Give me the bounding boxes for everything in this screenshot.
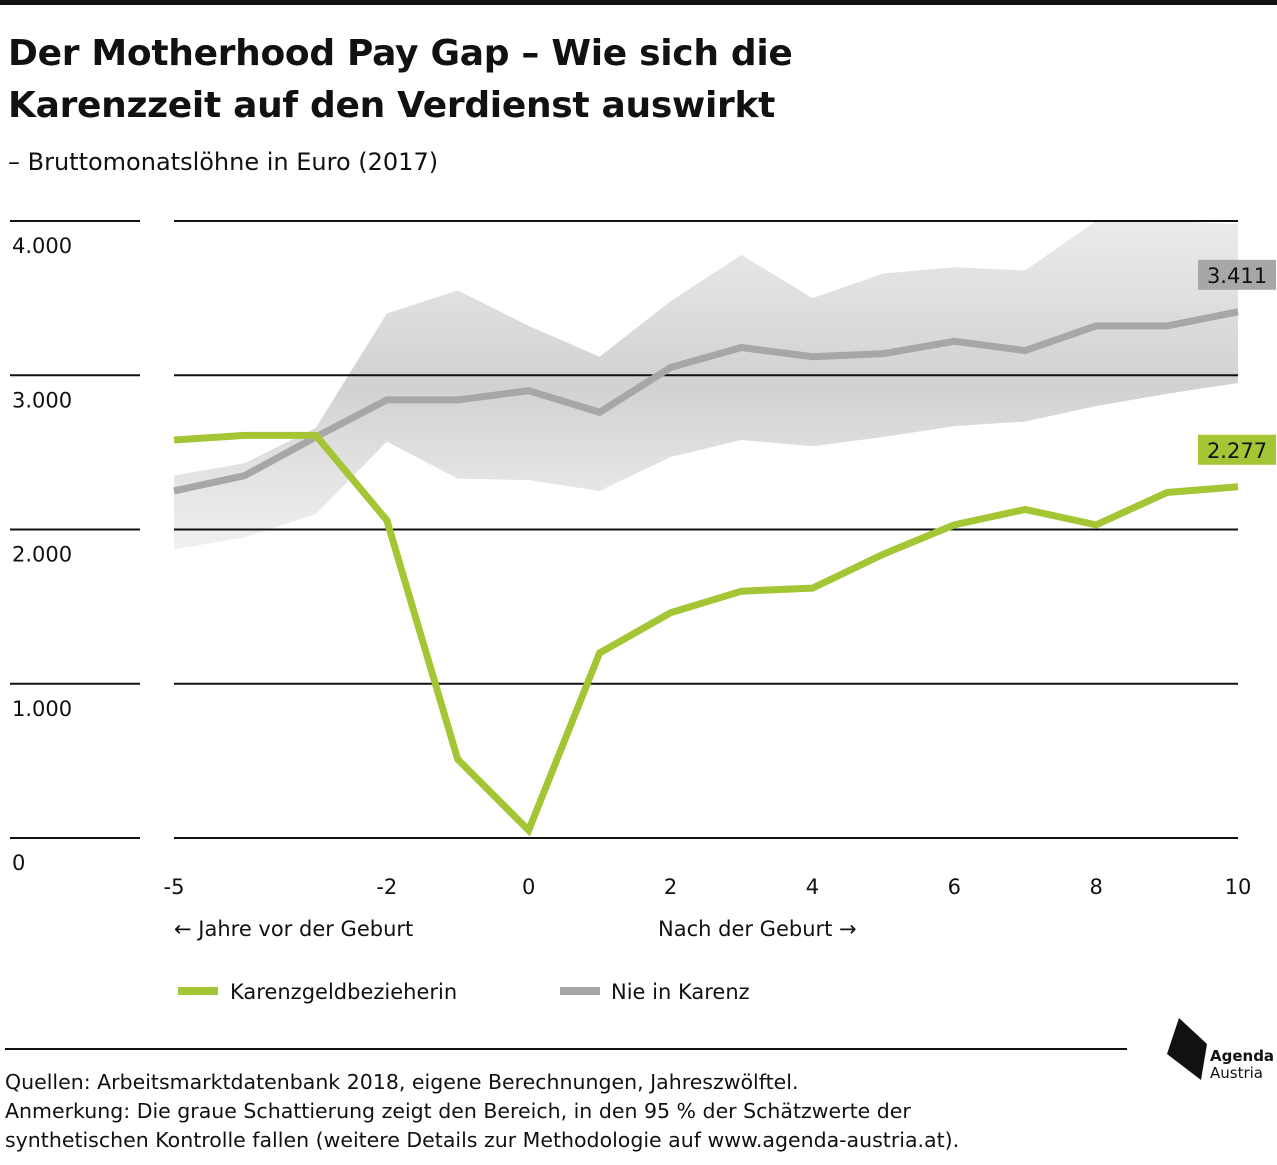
confidence-band-layer — [174, 221, 1238, 550]
series-lines — [173, 308, 1239, 837]
footer-rule — [5, 1048, 1127, 1050]
gridlines — [10, 220, 1238, 839]
logo-mark-icon — [1167, 1018, 1207, 1080]
series-line-karenzgeldbezieherin — [173, 431, 1239, 837]
end-label-value: 2.277 — [1207, 439, 1267, 463]
y-tick-label: 4.000 — [12, 234, 72, 258]
y-tick-label: 2.000 — [12, 543, 72, 567]
logo-line-2: Austria — [1210, 1064, 1263, 1082]
sources-note: Quellen: Arbeitsmarktdatenbank 2018, eig… — [5, 1070, 799, 1094]
chart-title: Der Motherhood Pay Gap – Wie sich die Ka… — [8, 28, 1008, 132]
confidence-band — [174, 221, 1238, 550]
title-line-2: Karenzzeit auf den Verdienst auswirkt — [8, 85, 775, 126]
footnotes: Quellen: Arbeitsmarktdatenbank 2018, eig… — [5, 1068, 1185, 1155]
y-tick-label: 1.000 — [12, 697, 72, 721]
series-line-nie-in-karenz — [173, 308, 1239, 495]
y-tick-label: 0 — [12, 851, 25, 875]
x-tick-label: 0 — [522, 875, 535, 899]
end-label-box — [1198, 434, 1276, 465]
agenda-austria-logo — [1167, 1018, 1207, 1080]
legend-label-karenzgeldbezieherin: Karenzgeldbezieherin — [230, 980, 457, 1004]
chart-subtitle: – Bruttomonatslöhne in Euro (2017) — [8, 148, 439, 176]
x-tick-label: 10 — [1225, 875, 1252, 899]
x-tick-label: 4 — [806, 875, 819, 899]
x-tick-label: -2 — [376, 875, 397, 899]
line-chart: 0 1.000 2.000 3.000 4.000 -5 -2 0 2 4 6 8 10 2.277 3… — [10, 220, 1276, 1004]
end-labels: 2.277 3.411 — [1198, 259, 1276, 465]
end-label-box — [1198, 259, 1276, 290]
x-tick-label: 2 — [664, 875, 677, 899]
y-axis-labels: 0 1.000 2.000 3.000 4.000 — [12, 234, 72, 875]
end-label-value: 3.411 — [1207, 264, 1267, 288]
legend: Karenzgeldbezieherin Nie in Karenz — [178, 980, 750, 1004]
x-tick-label: 8 — [1089, 875, 1102, 899]
x-axis-labels: -5 -2 0 2 4 6 8 10 — [164, 875, 1252, 899]
x-annotation-before-birth: ← Jahre vor der Geburt — [174, 917, 413, 941]
title-line-1: Der Motherhood Pay Gap – Wie sich die — [8, 33, 793, 74]
methodology-note-line-2: synthetischen Kontrolle fallen (weitere … — [5, 1128, 960, 1152]
y-tick-label: 3.000 — [12, 388, 72, 412]
x-tick-label: -5 — [164, 875, 185, 899]
logo-line-1: Agenda — [1210, 1047, 1275, 1065]
logo-wordmark: Agenda Austria — [1210, 1048, 1274, 1082]
x-annotation-after-birth: Nach der Geburt → — [658, 917, 857, 941]
top-rule — [0, 0, 1277, 5]
methodology-note-line-1: Anmerkung: Die graue Schattierung zeigt … — [5, 1099, 911, 1123]
legend-label-nie-in-karenz: Nie in Karenz — [611, 980, 750, 1004]
x-tick-label: 6 — [948, 875, 961, 899]
